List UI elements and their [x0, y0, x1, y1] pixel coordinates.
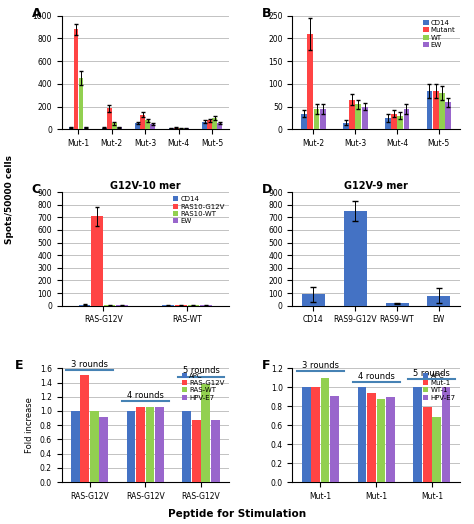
Bar: [212, 118, 217, 129]
Text: F: F: [263, 359, 271, 372]
Bar: [140, 115, 145, 129]
Bar: [174, 128, 179, 129]
Bar: [112, 123, 117, 129]
Bar: [218, 123, 222, 129]
Bar: [433, 91, 438, 129]
Bar: [117, 127, 122, 129]
Bar: [192, 420, 201, 482]
Text: 3 rounds: 3 rounds: [71, 360, 108, 369]
Bar: [150, 124, 155, 129]
Text: Spots/50000 cells: Spots/50000 cells: [5, 155, 14, 244]
Bar: [69, 127, 73, 129]
Bar: [81, 375, 89, 482]
Bar: [367, 393, 376, 482]
Bar: [169, 128, 173, 129]
Legend: APC, Mut-1, WT-1, HPV-E7: APC, Mut-1, WT-1, HPV-E7: [422, 372, 456, 401]
Bar: [90, 411, 99, 482]
Bar: [79, 78, 83, 129]
Bar: [403, 109, 410, 129]
Bar: [100, 417, 108, 482]
Bar: [446, 102, 451, 129]
Legend: APC, RAS-G12V, RAS-WT, HPV-E7: APC, RAS-G12V, RAS-WT, HPV-E7: [181, 372, 226, 401]
Bar: [385, 118, 391, 129]
Bar: [184, 128, 189, 129]
Bar: [301, 114, 307, 129]
Bar: [397, 116, 403, 129]
Bar: [136, 123, 140, 129]
Bar: [307, 34, 313, 129]
Bar: [362, 107, 367, 129]
Bar: [302, 387, 310, 482]
Y-axis label: Fold increase: Fold increase: [25, 397, 34, 453]
Bar: [413, 387, 422, 482]
Bar: [102, 128, 107, 129]
Bar: [155, 408, 164, 482]
Text: A: A: [31, 7, 41, 19]
Legend: CD14, Mutant, WT, EW: CD14, Mutant, WT, EW: [422, 19, 456, 49]
Bar: [211, 420, 219, 482]
Bar: [386, 397, 395, 482]
Bar: [349, 100, 355, 129]
Bar: [302, 294, 325, 306]
Title: G12V-10 mer: G12V-10 mer: [110, 181, 181, 191]
Text: B: B: [263, 7, 272, 19]
Bar: [179, 128, 183, 129]
Bar: [207, 121, 212, 129]
Text: 4 rounds: 4 rounds: [127, 390, 164, 400]
Bar: [146, 121, 150, 129]
Text: Peptide for Stimulation: Peptide for Stimulation: [168, 509, 306, 519]
Bar: [320, 109, 326, 129]
Bar: [79, 304, 91, 306]
Bar: [71, 411, 80, 482]
Bar: [391, 114, 397, 129]
Title: G12V-9 mer: G12V-9 mer: [344, 181, 408, 191]
Bar: [201, 384, 210, 482]
Bar: [432, 417, 441, 482]
Text: E: E: [15, 359, 23, 372]
Bar: [343, 123, 349, 129]
Text: 4 rounds: 4 rounds: [358, 372, 394, 380]
Bar: [182, 411, 191, 482]
Bar: [428, 296, 450, 306]
Text: D: D: [263, 183, 273, 196]
Bar: [314, 109, 319, 129]
Bar: [439, 93, 445, 129]
Text: C: C: [31, 183, 41, 196]
Bar: [202, 122, 207, 129]
Bar: [344, 211, 367, 306]
Bar: [423, 407, 431, 482]
Bar: [146, 408, 155, 482]
Bar: [427, 91, 432, 129]
Bar: [321, 378, 329, 482]
Bar: [107, 108, 111, 129]
Legend: CD14, RAS10-G12V, RAS10-WT, EW: CD14, RAS10-G12V, RAS10-WT, EW: [172, 195, 226, 225]
Text: 3 rounds: 3 rounds: [302, 361, 339, 370]
Bar: [330, 396, 339, 482]
Text: 5 rounds: 5 rounds: [413, 369, 450, 378]
Bar: [442, 387, 450, 482]
Bar: [73, 29, 78, 129]
Bar: [83, 127, 88, 129]
Text: 5 rounds: 5 rounds: [182, 366, 219, 375]
Bar: [376, 399, 385, 482]
Bar: [91, 216, 103, 306]
Bar: [136, 408, 145, 482]
Bar: [311, 387, 320, 482]
Bar: [357, 387, 366, 482]
Bar: [356, 104, 361, 129]
Bar: [127, 411, 136, 482]
Bar: [385, 303, 409, 306]
